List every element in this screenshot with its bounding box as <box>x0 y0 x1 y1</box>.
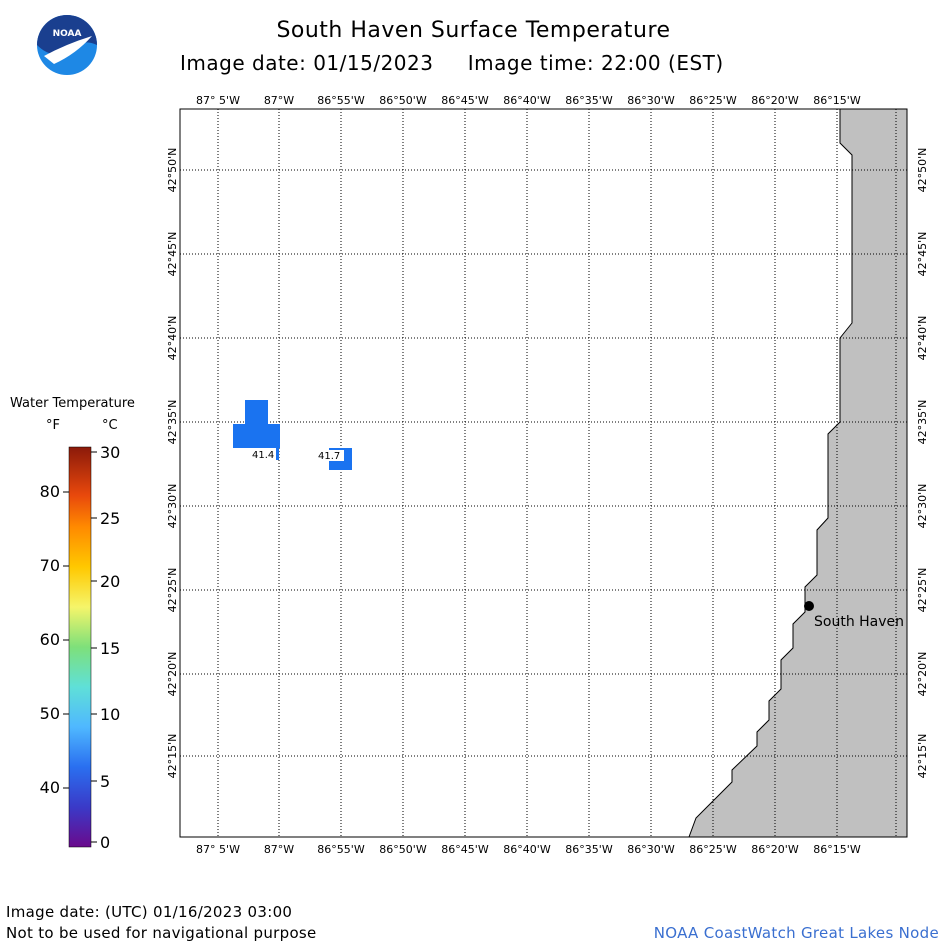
city-marker-icon <box>804 601 814 611</box>
f-tick-labels: 80 70 60 50 40 <box>40 482 60 797</box>
lon-label: 86°30'W <box>627 94 675 107</box>
map-title: South Haven Surface Temperature <box>276 18 671 43</box>
lon-label: 86°20'W <box>751 843 799 856</box>
lon-label: 86°25'W <box>689 843 737 856</box>
lat-label: 42°40'N <box>916 316 929 361</box>
lon-label: 87°W <box>264 94 294 107</box>
logo-text: NOAA <box>53 29 82 39</box>
legend-title: Water Temperature <box>10 396 135 411</box>
lon-label: 87°W <box>264 843 294 856</box>
lon-label: 86°15'W <box>813 94 861 107</box>
disclaimer: Not to be used for navigational purpose <box>6 924 317 942</box>
lon-label: 86°40'W <box>503 94 551 107</box>
lat-label: 42°35'N <box>166 400 179 445</box>
f-tick-label: 70 <box>40 556 60 575</box>
lon-label: 86°15'W <box>813 843 861 856</box>
c-tick-label: 10 <box>100 705 120 724</box>
temperature-patch <box>316 450 344 461</box>
c-tick-label: 20 <box>100 572 120 591</box>
credit-link[interactable]: NOAA CoastWatch Great Lakes Node <box>653 924 939 942</box>
lon-label: 86°35'W <box>565 843 613 856</box>
lat-label: 42°50'N <box>166 148 179 193</box>
temperature-patch <box>276 448 279 460</box>
lat-label: 42°20'N <box>166 652 179 697</box>
legend-unit-c: °C <box>102 418 118 433</box>
grid <box>180 109 907 837</box>
lat-label: 42°25'N <box>916 568 929 613</box>
lat-label: 42°15'N <box>166 734 179 779</box>
temperature-patch <box>251 448 278 460</box>
c-tick-label: 25 <box>100 509 120 528</box>
map: 87° 5'W 87°W 86°55'W 86°50'W 86°45'W 86°… <box>166 94 929 856</box>
lon-label: 86°30'W <box>627 843 675 856</box>
color-bar <box>68 446 92 848</box>
lon-label: 87° 5'W <box>196 843 240 856</box>
lon-label: 86°25'W <box>689 94 737 107</box>
lon-label: 86°35'W <box>565 94 613 107</box>
lat-labels-right: 42°50'N 42°45'N 42°40'N 42°35'N 42°30'N … <box>916 148 929 779</box>
lat-label: 42°30'N <box>166 484 179 529</box>
city-label: South Haven <box>814 614 904 630</box>
lat-label: 42°45'N <box>916 232 929 277</box>
lat-label: 42°20'N <box>916 652 929 697</box>
lon-label: 86°45'W <box>441 843 489 856</box>
lat-label: 42°30'N <box>916 484 929 529</box>
lat-label: 42°35'N <box>916 400 929 445</box>
lon-label: 86°45'W <box>441 94 489 107</box>
c-tick-labels: 30 25 20 15 10 5 0 <box>100 443 120 852</box>
lat-label: 42°40'N <box>166 316 179 361</box>
temperature-label: 41.4 <box>252 450 274 461</box>
lon-label: 86°20'W <box>751 94 799 107</box>
c-ticks <box>91 451 97 843</box>
lon-labels-top: 87° 5'W 87°W 86°55'W 86°50'W 86°45'W 86°… <box>196 94 861 107</box>
lat-label: 42°50'N <box>916 148 929 193</box>
f-tick-label: 60 <box>40 630 60 649</box>
lat-label: 42°15'N <box>916 734 929 779</box>
lon-label: 86°50'W <box>379 94 427 107</box>
map-frame <box>179 108 908 838</box>
f-tick-label: 80 <box>40 482 60 501</box>
legend-unit-f: °F <box>46 418 60 433</box>
c-tick-label: 5 <box>100 772 110 791</box>
c-tick-label: 0 <box>100 833 110 852</box>
f-tick-label: 40 <box>40 778 60 797</box>
lon-label: 87° 5'W <box>196 94 240 107</box>
c-tick-label: 15 <box>100 639 120 658</box>
c-tick-label: 30 <box>100 443 120 462</box>
lat-labels-left: 42°50'N 42°45'N 42°40'N 42°35'N 42°30'N … <box>166 148 179 779</box>
f-tick-label: 50 <box>40 704 60 723</box>
noaa-logo: NOAA <box>37 15 97 75</box>
lon-label: 86°55'W <box>317 94 365 107</box>
land-area <box>688 108 908 838</box>
temperature-patch <box>233 400 280 448</box>
lon-label: 86°40'W <box>503 843 551 856</box>
lat-label: 42°45'N <box>166 232 179 277</box>
lon-label: 86°50'W <box>379 843 427 856</box>
lat-label: 42°25'N <box>166 568 179 613</box>
temperature-label: 41.7 <box>318 451 340 462</box>
image-date-time: Image date: 01/15/2023 Image time: 22:00… <box>180 51 724 75</box>
lon-labels-bottom: 87° 5'W 87°W 86°55'W 86°50'W 86°45'W 86°… <box>196 843 861 856</box>
utc-image-date: Image date: (UTC) 01/16/2023 03:00 <box>6 903 293 921</box>
f-ticks <box>63 491 69 789</box>
lon-label: 86°55'W <box>317 843 365 856</box>
color-scale: 80 70 60 50 40 30 25 20 15 10 5 0 <box>40 443 121 852</box>
